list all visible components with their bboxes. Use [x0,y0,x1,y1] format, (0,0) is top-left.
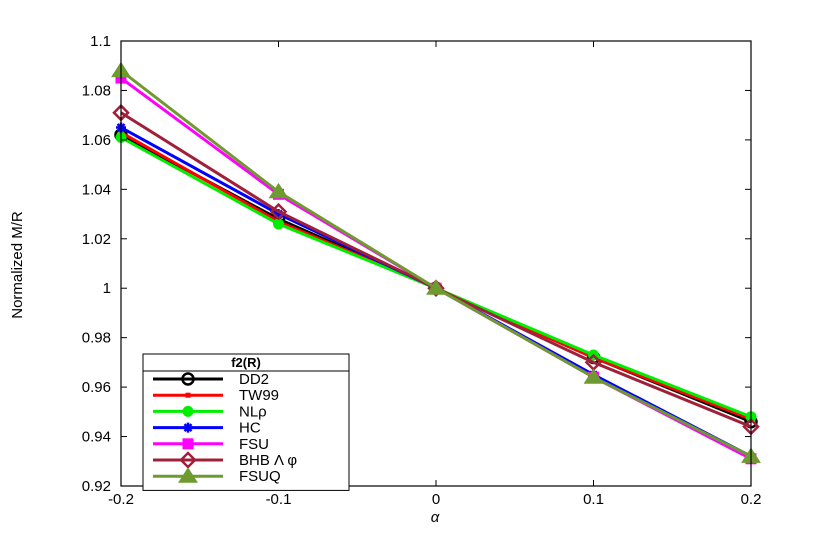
legend-item-1-marker [181,372,195,386]
legend-title: f2(R) [231,355,261,370]
y-tick-label: 0.92 [82,478,111,495]
series-7-point [268,182,289,199]
x-tick-label: 0 [432,491,440,508]
y-tick-label: 1.06 [82,132,111,149]
y-tick-label: 0.94 [82,429,111,446]
x-tick-label: -0.2 [108,491,134,508]
legend-item-5-label: FSU [239,436,269,453]
legend-item-5-marker [182,438,194,450]
legend-item-4-marker [183,422,193,433]
legend-box [142,353,350,491]
legend-item-7-marker [178,467,198,483]
legend-item-2-label: TW99 [239,387,279,404]
legend-item-2-marker [185,392,191,398]
legend-item-6-marker [179,451,197,469]
series-7-point [426,279,446,295]
axes: -0.2 -0.1 0 0.1 0.2 0.92 0.94 0.96 0.98 1 1.02 1.04… [82,33,762,508]
legend-item-3-label: NLρ [239,403,267,420]
series-4-point [273,209,284,220]
legend-item-4-label: HC [239,420,261,437]
legend-item-3-marker [182,405,194,417]
y-tick-label: 0.96 [82,379,111,396]
series-6-point [269,202,288,221]
plot-area [111,61,761,465]
x-axis-label: α [431,509,440,526]
y-axis-label: Normalized M/R [9,211,26,319]
x-tick-label: 0.1 [583,491,604,508]
y-tick-label: 1 [103,280,111,297]
legend-item-6-label: BHB Λ φ [239,452,297,469]
y-tick-label: 1.04 [82,181,111,198]
y-tick-label: 1.02 [82,231,111,248]
series-3-point [273,218,284,230]
y-tick-label: 1.08 [82,82,111,99]
legend-item-7-label: FSUQ [239,468,281,485]
x-tick-label: -0.1 [266,491,292,508]
y-tick-label: 1.1 [90,33,111,50]
x-tick-label: 0.2 [741,491,762,508]
legend-item-1-label: DD2 [239,371,269,388]
series-7-point [583,368,604,384]
y-tick-label: 0.98 [82,330,111,347]
